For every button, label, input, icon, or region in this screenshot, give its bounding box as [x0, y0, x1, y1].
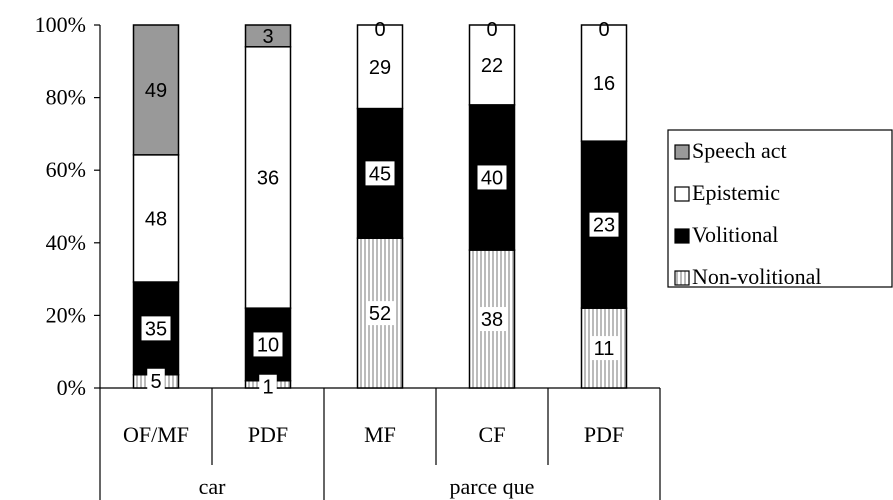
- bar-segment-vol: [468, 104, 516, 251]
- y-tick-label: 0%: [57, 375, 86, 400]
- category-label: PDF: [248, 422, 288, 447]
- legend-label: Volitional: [692, 222, 778, 247]
- data-label: 0: [486, 19, 497, 41]
- group-label: parce que: [450, 474, 535, 499]
- data-label: 0: [598, 19, 609, 41]
- bar-stack: [580, 24, 628, 389]
- bar-stack: [468, 24, 516, 389]
- data-label: 5: [150, 371, 161, 393]
- bar-segment-epi: [468, 24, 516, 106]
- data-label-bg: [253, 332, 283, 357]
- bar-segment-epi: [356, 24, 404, 110]
- data-label: 16: [593, 73, 615, 95]
- legend-label: Non-volitional: [692, 264, 822, 289]
- data-label: 45: [369, 163, 391, 185]
- bar-segment-epi: [132, 154, 180, 283]
- data-label-bg: [477, 307, 507, 332]
- bar-stack: [356, 24, 404, 389]
- legend-box: [667, 129, 893, 288]
- data-label: 49: [145, 80, 167, 102]
- category-label: OF/MF: [123, 422, 189, 447]
- data-label-bg: [589, 212, 619, 237]
- data-label: 0: [374, 19, 385, 41]
- data-label: 11: [594, 338, 615, 360]
- category-label: MF: [364, 422, 396, 447]
- data-label: 38: [481, 309, 503, 331]
- data-label: 1: [262, 377, 273, 399]
- bar-stack: [132, 24, 180, 389]
- legend-swatch: [674, 186, 690, 202]
- data-label-bg: [365, 301, 395, 326]
- legend-swatch: [674, 144, 690, 160]
- data-label: 52: [369, 303, 391, 325]
- data-label: 3: [262, 26, 273, 48]
- data-label: 22: [481, 55, 503, 77]
- y-tick-label: 100%: [35, 12, 86, 37]
- data-label-bg: [589, 336, 619, 361]
- data-label: 40: [481, 167, 503, 189]
- y-tick-label: 20%: [46, 302, 86, 327]
- y-tick-label: 80%: [46, 85, 86, 110]
- data-label-bg: [477, 165, 507, 190]
- category-label: PDF: [584, 422, 624, 447]
- data-label-bg: [365, 161, 395, 186]
- bar-segment-epi: [244, 46, 292, 309]
- legend-swatch: [674, 228, 690, 244]
- data-label: 35: [145, 318, 167, 340]
- y-tick-label: 60%: [46, 157, 86, 182]
- data-label: 23: [593, 215, 615, 237]
- bar-segment-speech: [132, 24, 180, 156]
- data-label-bg: [141, 316, 171, 341]
- data-label: 36: [257, 167, 279, 189]
- data-label: 48: [145, 208, 167, 230]
- category-label: CF: [479, 422, 506, 447]
- data-label-bg: [259, 374, 277, 399]
- y-tick-label: 40%: [46, 230, 86, 255]
- data-label: 29: [369, 57, 391, 79]
- data-label: 10: [257, 334, 279, 356]
- legend-swatch: [674, 270, 690, 286]
- bar-segment-speech: [244, 24, 292, 48]
- data-label-bg: [147, 368, 165, 393]
- legend-label: Epistemic: [692, 180, 780, 205]
- legend-label: Speech act: [692, 138, 787, 163]
- group-label: car: [199, 474, 227, 499]
- bar-segment-epi: [580, 24, 628, 142]
